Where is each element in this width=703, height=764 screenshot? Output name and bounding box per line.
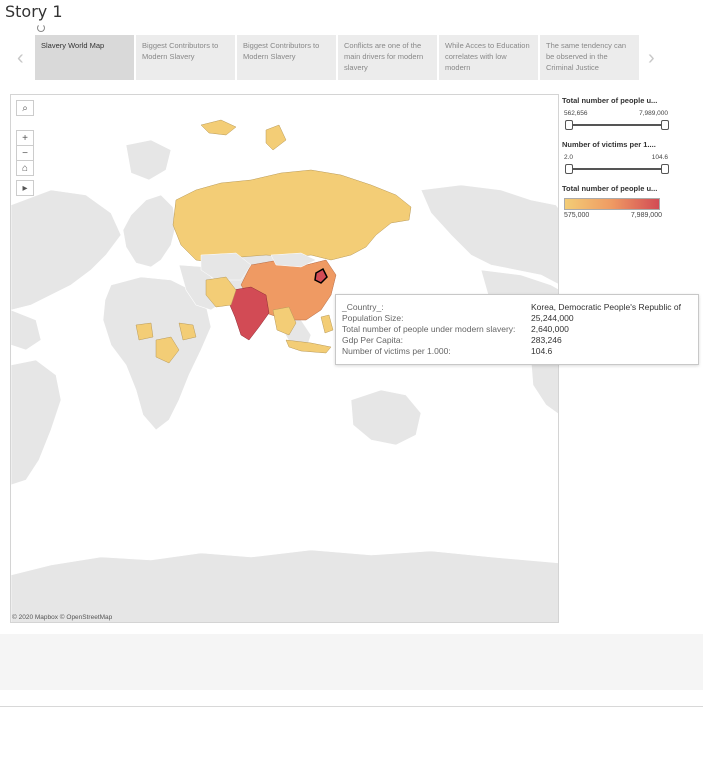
filter-range-total-people: 562,656 7,989,000: [562, 110, 672, 117]
slider-track: [568, 168, 666, 170]
slider-handle-min[interactable]: [565, 120, 573, 130]
filter-range-victims: 2.0 104.6: [562, 154, 672, 161]
legend-min: 575,000: [564, 212, 590, 219]
story-title: Story 1: [5, 2, 63, 21]
tooltip-value: 283,246: [531, 335, 562, 345]
greenland-landmass: [125, 139, 172, 181]
europe-landmass: [122, 194, 177, 268]
tab-criminal-justice[interactable]: The same tendency can be observed in the…: [540, 35, 639, 80]
tooltip-label: Population Size:: [342, 313, 404, 323]
south-america-east-landmass: [530, 356, 558, 414]
filter-min-victims: 2.0: [564, 154, 574, 161]
slider-handle-max[interactable]: [661, 164, 669, 174]
north-korea-region: [314, 267, 328, 284]
legend-max: 7,989,000: [630, 212, 662, 219]
legend-range: 575,000 7,989,000: [562, 212, 672, 219]
filter-title-total-people: Total number of people u...: [562, 96, 658, 105]
legend-title: Total number of people u...: [562, 184, 658, 193]
filter-max-victims: 104.6: [651, 154, 668, 161]
slider-victims[interactable]: [565, 164, 669, 174]
map-tooltip: _Country_: Korea, Democratic People's Re…: [335, 294, 699, 365]
map-search-icon[interactable]: ⌕: [16, 100, 34, 116]
novaya-zemlya-region: [265, 124, 287, 151]
footer-divider: [0, 706, 703, 707]
mongolia-region: [270, 252, 317, 268]
world-map-canvas: [11, 119, 558, 622]
next-story-point-icon[interactable]: ›: [648, 47, 655, 69]
slider-total-people[interactable]: [565, 120, 669, 130]
americas-east-landmass: [420, 184, 558, 285]
story-navigator: Slavery World Map Biggest Contributors t…: [35, 35, 639, 80]
tooltip-value: 2,640,000: [531, 324, 569, 334]
filter-title-victims: Number of victims per 1....: [562, 140, 656, 149]
prev-story-point-icon[interactable]: ‹: [17, 47, 24, 69]
north-america-landmass: [11, 189, 122, 311]
filter-panel: Total number of people u... 562,656 7,98…: [562, 96, 672, 219]
arctic-islands-region: [200, 119, 237, 136]
indonesia-region: [285, 339, 332, 354]
west-africa-region: [135, 322, 154, 341]
east-africa-region: [178, 322, 197, 341]
australia-landmass: [350, 389, 422, 446]
slider-handle-min[interactable]: [565, 164, 573, 174]
expand-toolbar-icon[interactable]: ▸: [16, 180, 34, 196]
tab-education[interactable]: While Acces to Education correlates with…: [439, 35, 538, 80]
slider-handle-max[interactable]: [661, 120, 669, 130]
central-africa-region: [155, 336, 180, 364]
pakistan-region: [205, 276, 237, 308]
slider-track: [568, 124, 666, 126]
central-america-landmass: [11, 309, 42, 351]
tooltip-label: _Country_:: [342, 302, 384, 312]
russia-region: [172, 169, 412, 264]
zoom-in-icon[interactable]: +: [16, 130, 34, 146]
central-asia-region: [200, 252, 252, 281]
filter-max-total-people: 7,989,000: [639, 110, 668, 117]
footer-band: [0, 634, 703, 690]
india-region: [228, 286, 270, 341]
tab-slavery-world-map[interactable]: Slavery World Map: [35, 35, 134, 80]
tooltip-value: 25,244,000: [531, 313, 574, 323]
southeast-asia-region: [272, 306, 297, 336]
map-attribution[interactable]: © 2020 Mapbox © OpenStreetMap: [12, 614, 113, 621]
tab-conflicts[interactable]: Conflicts are one of the main drivers fo…: [338, 35, 437, 80]
tab-biggest-contributors-1[interactable]: Biggest Contributors to Modern Slavery: [136, 35, 235, 80]
filter-min-total-people: 562,656: [564, 110, 588, 117]
tooltip-value: 104.6: [531, 346, 553, 356]
tab-biggest-contributors-2[interactable]: Biggest Contributors to Modern Slavery: [237, 35, 336, 80]
zoom-out-icon[interactable]: −: [16, 145, 34, 161]
tooltip-label: Total number of people under modern slav…: [342, 324, 516, 334]
philippines-region: [320, 314, 334, 334]
color-legend-ramp: [564, 198, 660, 210]
tooltip-label: Gdp Per Capita:: [342, 335, 403, 345]
south-america-landmass: [11, 359, 62, 486]
tooltip-label: Number of victims per 1.000:: [342, 346, 451, 356]
antarctica-landmass: [11, 549, 558, 622]
tooltip-value: Korea, Democratic People's Republic of: [531, 302, 681, 312]
loading-icon: [37, 24, 45, 32]
home-icon[interactable]: ⌂: [16, 160, 34, 176]
